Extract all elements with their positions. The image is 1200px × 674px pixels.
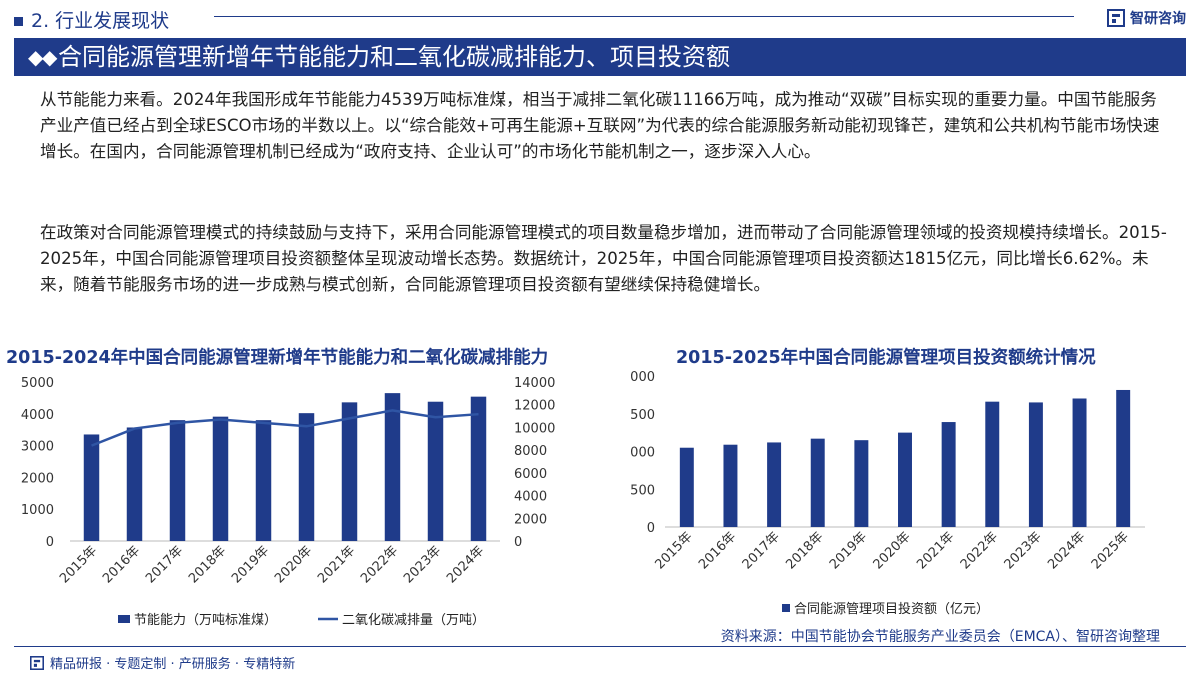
bar-energy-saving <box>298 413 315 541</box>
bar-investment <box>1028 402 1043 527</box>
y-right-tick-label: 4000 <box>514 490 547 505</box>
section-bullet-icon <box>14 17 23 26</box>
line-co2-reduction <box>91 409 479 447</box>
legend-bar-label: 合同能源管理项目投资额（亿元） <box>794 601 989 617</box>
x-tick-label: 2021年 <box>914 529 957 572</box>
data-source: 资料来源：中国节能协会节能服务产业委员会（EMCA）、智研咨询整理 <box>720 629 1160 645</box>
x-tick-label: 2021年 <box>315 543 358 586</box>
x-tick-label: 2020年 <box>871 529 914 572</box>
y-left-tick-label: 5000 <box>21 376 54 391</box>
y-right-tick-label: 12000 <box>514 399 555 414</box>
logo-text: 智研咨询 <box>1130 11 1186 27</box>
y-tick-label: 0 <box>647 521 655 536</box>
x-tick-label: 2016年 <box>100 543 143 586</box>
chart-energy-saving-capacity: 0 1000 2000 3000 4000 5000 0 2000 4000 6000 8000 10… <box>21 376 555 628</box>
y-right-tick-label: 0 <box>514 535 522 550</box>
section-heading: 2. 行业发展现状 <box>14 6 169 33</box>
x-tick-label: 2025年 <box>1089 529 1132 572</box>
brand-logo: 智研咨询 <box>1107 8 1186 28</box>
y-right-tick-label: 10000 <box>514 421 555 436</box>
legend-line-label: 二氧化碳减排量（万吨） <box>342 613 485 628</box>
x-tick-label: 2017年 <box>143 543 186 586</box>
bar-energy-saving <box>126 427 143 541</box>
y-left-tick-label: 3000 <box>21 440 54 455</box>
bar-investment <box>810 438 825 527</box>
bar-investment <box>854 440 869 527</box>
chart2-title: 2015-2025年中国合同能源管理项目投资额统计情况 <box>676 348 1096 368</box>
footer-slogan: 精品研报 · 专题定制 · 产研服务 · 专精特新 <box>30 653 295 672</box>
bar-energy-saving <box>212 416 229 541</box>
x-tick-label: 2023年 <box>1002 529 1045 572</box>
y-left-tick-label: 2000 <box>21 471 54 486</box>
header-divider <box>214 16 1074 17</box>
y-left-tick-label: 0 <box>46 535 54 550</box>
bar-investment <box>985 401 1000 527</box>
bar-energy-saving <box>427 401 444 541</box>
y-tick-label: 2000 <box>630 370 655 385</box>
chart-project-investment: 0 500 1000 1500 2000 2015年2016年2017年2018年2019… <box>630 370 1145 617</box>
legend-bar-label: 节能能力（万吨标准煤） <box>134 613 277 628</box>
logo-icon <box>1107 9 1125 27</box>
bar-investment <box>767 442 782 527</box>
bar-investment <box>1072 398 1087 527</box>
x-tick-label: 2024年 <box>1045 529 1088 572</box>
legend-bar-swatch <box>118 615 130 623</box>
x-tick-label: 2019年 <box>827 529 870 572</box>
bar-energy-saving <box>83 434 100 541</box>
footer-divider <box>14 646 1186 647</box>
bar-investment <box>941 422 956 527</box>
x-tick-label: 2023年 <box>401 543 444 586</box>
page-title: 合同能源管理新增年节能能力和二氧化碳减排能力、项目投资额 <box>58 43 730 71</box>
bar-energy-saving <box>255 420 272 541</box>
page-title-banner: ◆ ◆ 合同能源管理新增年节能能力和二氧化碳减排能力、项目投资额 <box>14 38 1186 76</box>
y-tick-label: 1500 <box>630 408 655 423</box>
chart1-title: 2015-2024年中国合同能源管理新增年节能能力和二氧化碳减排能力 <box>6 348 549 368</box>
x-tick-label: 2022年 <box>358 543 401 586</box>
y-right-tick-label: 2000 <box>514 512 547 527</box>
x-tick-label: 2018年 <box>186 543 229 586</box>
bar-energy-saving <box>384 393 401 541</box>
x-tick-label: 2015年 <box>652 529 695 572</box>
paragraph-capacity: 从节能能力来看。2024年我国形成年节能能力4539万吨标准煤，相当于减排二氧化… <box>40 90 1160 161</box>
diamond-icon: ◆ <box>28 45 44 69</box>
y-left-tick-label: 4000 <box>21 408 54 423</box>
bar-investment <box>679 447 694 527</box>
bar-energy-saving <box>169 420 186 541</box>
x-tick-label: 2022年 <box>958 529 1001 572</box>
bar-investment <box>1116 389 1131 527</box>
diamond-icon: ◆ <box>42 45 58 69</box>
x-tick-label: 2019年 <box>229 543 272 586</box>
y-tick-label: 1000 <box>630 446 655 461</box>
y-right-tick-label: 14000 <box>514 376 555 391</box>
x-tick-label: 2024年 <box>444 543 487 586</box>
paragraph-investment: 在政策对合同能源管理模式的持续鼓励与支持下，采用合同能源管理模式的项目数量稳步增… <box>40 223 1167 294</box>
x-tick-label: 2016年 <box>696 529 739 572</box>
bar-investment <box>723 444 738 527</box>
y-left-tick-label: 1000 <box>21 503 54 518</box>
bar-investment <box>898 432 912 527</box>
top-bar: 2. 行业发展现状 智研咨询 <box>0 0 1200 36</box>
x-tick-label: 2015年 <box>57 543 100 586</box>
y-right-tick-label: 8000 <box>514 444 547 459</box>
footer-logo-icon <box>30 655 44 670</box>
x-tick-label: 2020年 <box>272 543 315 586</box>
y-right-tick-label: 6000 <box>514 467 547 482</box>
legend-bar-swatch <box>782 604 790 612</box>
bar-energy-saving <box>341 402 358 541</box>
x-tick-label: 2017年 <box>740 529 783 572</box>
x-tick-label: 2018年 <box>783 529 826 572</box>
bar-energy-saving <box>470 396 487 541</box>
y-tick-label: 500 <box>630 483 655 498</box>
